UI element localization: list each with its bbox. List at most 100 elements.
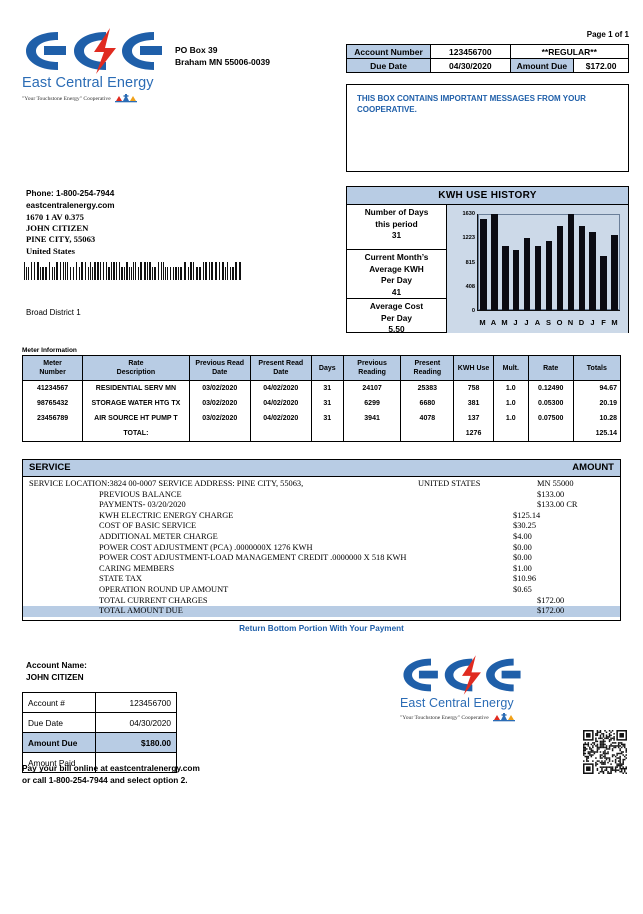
service-line-amount: $133.00 CR <box>537 500 578 510</box>
customer-city-zip: PINE CITY, 55063 <box>26 234 96 245</box>
meter-column-header: Previous Reading <box>342 355 402 381</box>
meter-cell: 0.07500 <box>527 411 574 426</box>
stub-row-value: 123456700 <box>95 692 177 713</box>
kwh-days-label-1: Number of Days <box>364 207 429 217</box>
chart-x-tick-label: J <box>513 318 518 327</box>
chart-bar <box>534 245 542 310</box>
service-location-country: UNITED STATES <box>418 479 481 488</box>
chart-bar <box>611 234 618 310</box>
stub-row: Account #123456700 <box>22 692 177 713</box>
meter-cell: 758 <box>453 380 494 396</box>
ece-logo-icon <box>26 28 162 74</box>
stub-row-label: Due Date <box>22 712 96 733</box>
chart-bar <box>589 232 596 310</box>
chart-x-tick-label: J <box>524 318 529 327</box>
meter-cell: 04/02/2020 <box>249 411 312 426</box>
meter-cell: 41234567 <box>21 380 84 396</box>
message-text: THIS BOX CONTAINS IMPORTANT MESSAGES FRO… <box>357 94 586 114</box>
qr-code-icon <box>583 730 627 774</box>
chart-x-tick-label: A <box>534 318 541 327</box>
service-location-line: SERVICE LOCATION:3824 00-0007 SERVICE AD… <box>29 479 304 488</box>
contact-block: Phone: 1-800-254-7944 eastcentralenergy.… <box>26 188 115 212</box>
stub-row: Due Date 04/30/2020 <box>22 712 177 733</box>
chart-y-tick-label: 1630 <box>462 211 475 217</box>
amount-due-value: $172.00 <box>573 58 629 73</box>
stub-account-name: Account Name: JOHN CITIZEN <box>26 660 87 683</box>
chart-x-tick-label: M <box>479 318 486 327</box>
meter-cell: 31 <box>310 380 344 396</box>
contact-website[interactable]: eastcentralenergy.com <box>26 201 115 210</box>
chart-x-tick-label: J <box>590 318 595 327</box>
service-line-description: KWH ELECTRIC ENERGY CHARGE <box>99 510 234 520</box>
service-line-mid-amount: $0.65 <box>513 584 532 594</box>
chart-bar <box>523 237 531 310</box>
meter-cell: 25383 <box>400 380 455 396</box>
stub-tagline-text: "Your Touchstone Energy" Cooperative <box>400 714 489 721</box>
tagline-text: "Your Touchstone Energy" Cooperative <box>22 95 111 102</box>
district-label: Broad District 1 <box>26 308 81 317</box>
meter-cell: 1.0 <box>492 411 529 426</box>
chart-bar <box>502 245 509 310</box>
service-location-state-zip: MN 55000 <box>537 479 574 488</box>
kwh-avg-cost-label-2: Per Day <box>381 312 412 323</box>
meter-cell: 3941 <box>342 411 402 426</box>
account-status-value: **REGULAR** <box>509 44 630 59</box>
chart-plot-area <box>477 214 620 311</box>
service-line-amount: $172.00 <box>537 595 565 605</box>
stub-account-name-value: JOHN CITIZEN <box>26 671 84 682</box>
kwh-avg-cost-cell: Average Cost Per Day 5.50 <box>347 299 446 334</box>
service-line-row: POWER COST ADJUSTMENT-LOAD MANAGEMENT CR… <box>23 553 620 564</box>
stub-row: Amount Paid <box>22 752 177 773</box>
ece-logo-icon <box>403 655 521 695</box>
stub-row-value: $180.00 <box>95 732 177 753</box>
meter-column-header: Present Read Date <box>249 355 312 381</box>
meter-cell: 381 <box>453 396 494 411</box>
meter-column-header: KWH Use <box>453 355 494 381</box>
chart-x-tick-label: F <box>601 318 606 327</box>
contact-phone: Phone: 1-800-254-7944 <box>26 189 115 198</box>
service-charges-section: SERVICE AMOUNT SERVICE LOCATION:3824 00-… <box>22 459 621 621</box>
chart-bar <box>578 225 585 310</box>
meter-column-header: Mult. <box>492 355 529 381</box>
company-logo: East Central Energy "Your Touchstone Ene… <box>22 28 172 103</box>
meter-cell: 31 <box>310 396 344 411</box>
touchstone-logo-icon <box>492 713 515 722</box>
return-address: PO Box 39 Braham MN 55006-0039 <box>175 44 270 68</box>
stub-account-name-label: Account Name: <box>26 660 87 670</box>
meter-column-header: Previous Read Date <box>188 355 251 381</box>
chart-bar <box>556 225 564 310</box>
total-amount-due-value: $172.00 <box>537 606 565 616</box>
chart-bar <box>600 255 607 310</box>
service-line-mid-amount: $4.00 <box>513 531 532 541</box>
meter-total-cell: 125.14 <box>572 426 622 442</box>
service-line-items: SERVICE LOCATION:3824 00-0007 SERVICE AD… <box>23 477 620 620</box>
kwh-stats-column: Number of Days this period 31 Current Mo… <box>347 205 447 334</box>
meter-cell: 0.05300 <box>527 396 574 411</box>
meter-table-header-row: Meter Number Rate Description Previous Read D… <box>21 355 622 381</box>
meter-cell: 4078 <box>400 411 455 426</box>
chart-bar <box>491 214 498 310</box>
chart-bar <box>567 214 575 310</box>
page-number: Page 1 of 1 <box>586 30 629 39</box>
chart-x-tick-label: M <box>501 318 508 327</box>
service-line-row: STATE TAX $10.96 <box>23 574 620 585</box>
kwh-average-cell: Current Month’s Average KWH Per Day 41 <box>347 250 446 299</box>
meter-cell: 6680 <box>400 396 455 411</box>
kwh-history-panel: KWH USE HISTORY Number of Days this peri… <box>346 186 629 334</box>
service-line-description: POWER COST ADJUSTMENT (PCA) .0000000X 12… <box>99 542 313 552</box>
chart-x-tick-label: D <box>578 318 585 327</box>
meter-cell: 03/02/2020 <box>188 396 251 411</box>
meter-column-header: Days <box>310 355 344 381</box>
meter-total-cell <box>400 426 455 442</box>
stub-row-value[interactable] <box>95 752 177 773</box>
meter-cell: AIR SOURCE HT PUMP T <box>82 411 190 426</box>
stub-row-label: Amount Due <box>22 732 96 753</box>
stub-company-name: East Central Energy <box>400 696 514 710</box>
stub-company-logo: East Central Energy "Your Touchstone Ene… <box>400 655 530 722</box>
stub-touchstone-tagline: "Your Touchstone Energy" Cooperative <box>400 713 530 722</box>
account-number-value: 123456700 <box>430 44 511 59</box>
kwh-days-cell: Number of Days this period 31 <box>347 205 446 250</box>
meter-total-cell <box>527 426 574 442</box>
chart-x-tick-label: N <box>567 318 574 327</box>
